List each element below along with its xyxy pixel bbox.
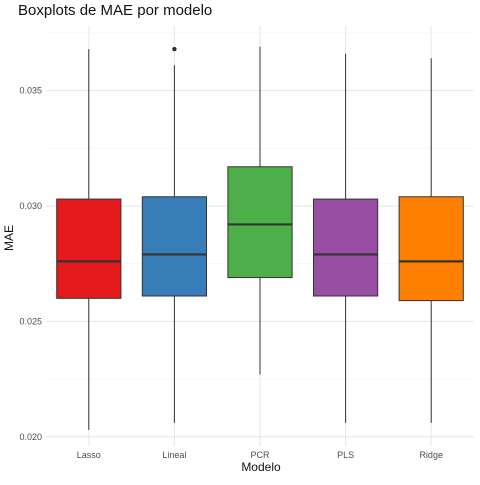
x-axis-label: Modelo bbox=[241, 460, 281, 474]
y-tick-label: 0.025 bbox=[19, 316, 42, 326]
box-body bbox=[56, 198, 122, 299]
y-tick-label: 0.030 bbox=[19, 201, 42, 211]
box-lasso bbox=[56, 49, 122, 430]
box-pls bbox=[313, 53, 379, 423]
tick-labels: 0.020 0.025 0.030 0.035 Lasso Lineal PCR PLS Rid… bbox=[19, 86, 442, 460]
x-tick-label: Lasso bbox=[77, 450, 101, 460]
boxes bbox=[56, 46, 464, 430]
box-body bbox=[227, 166, 293, 279]
box-ridge bbox=[398, 58, 464, 423]
x-tick-label: PCR bbox=[250, 450, 270, 460]
x-tick-label: Lineal bbox=[162, 450, 186, 460]
y-tick-label: 0.035 bbox=[19, 86, 42, 96]
outlier-point bbox=[172, 46, 177, 52]
y-axis-label: MAE bbox=[2, 225, 16, 251]
box-lineal bbox=[141, 46, 207, 423]
box-pcr bbox=[227, 46, 293, 375]
y-tick-label: 0.020 bbox=[19, 432, 42, 442]
x-tick-label: PLS bbox=[337, 450, 354, 460]
chart-title: Boxplots de MAE por modelo bbox=[18, 2, 213, 19]
box-body bbox=[141, 196, 207, 297]
box-body bbox=[313, 198, 379, 297]
box-body bbox=[398, 196, 464, 302]
x-tick-label: Ridge bbox=[419, 450, 443, 460]
